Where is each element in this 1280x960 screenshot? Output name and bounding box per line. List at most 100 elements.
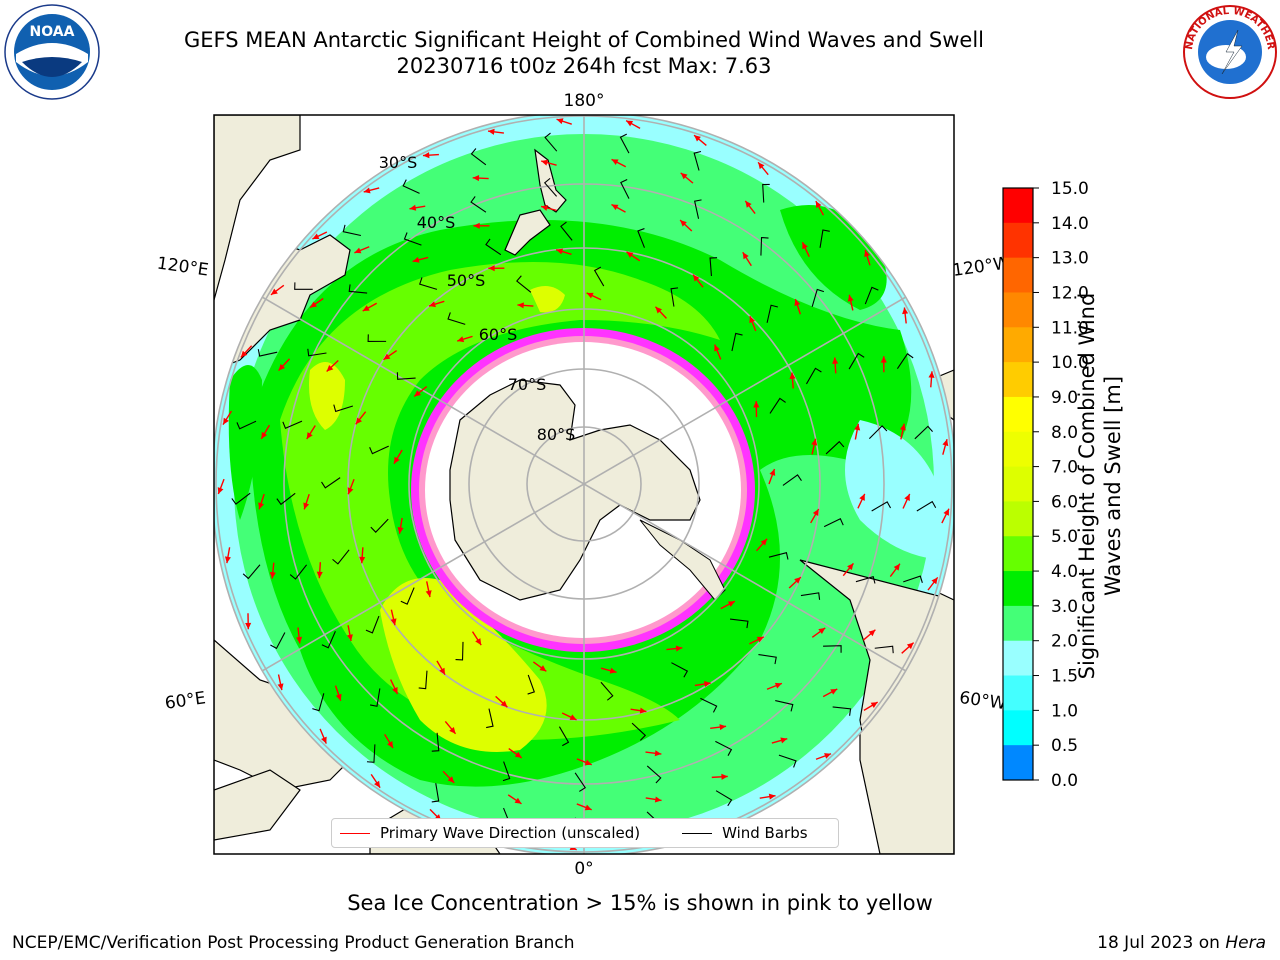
footer-organization: NCEP/EMC/Verification Post Processing Pr… — [12, 933, 575, 953]
colorbar-block — [1003, 362, 1033, 398]
wave-arrow-head — [472, 175, 480, 182]
colorbar-block — [1003, 396, 1033, 433]
wind-barb — [823, 518, 844, 528]
wave-arrow-head — [258, 502, 265, 510]
colorbar-tick-label: 6.0 — [1051, 492, 1078, 512]
wave-arrow-head — [655, 306, 662, 314]
wave-arrow-head — [488, 265, 495, 272]
wave-arrow-head — [346, 634, 353, 642]
colorbar-tick-label: 14.0 — [1051, 214, 1089, 234]
wave-arrow-head — [447, 776, 455, 783]
colorbar-tick-label: 0.5 — [1051, 736, 1078, 756]
wave-arrow-head — [240, 350, 248, 358]
wave-arrow-head — [354, 247, 362, 254]
wind-barb — [574, 772, 586, 792]
wind-barb — [321, 477, 341, 489]
wave-arrow-head — [310, 301, 317, 308]
wave-arrow-head — [269, 571, 276, 579]
wind-barb — [760, 236, 769, 256]
wind-barb — [957, 443, 975, 455]
wind-barb — [348, 284, 368, 294]
wind-barb — [916, 500, 937, 512]
wind-barb — [447, 312, 466, 325]
map-subtitle: 20230716 t00z 264h fcst Max: 7.63 — [396, 54, 772, 78]
wind-barb — [365, 615, 380, 634]
wind-barb — [370, 688, 381, 707]
sea-ice-note: Sea Ice Concentration > 15% is shown in … — [347, 891, 933, 915]
wave-arrow-head — [847, 294, 854, 302]
wave-arrow-head — [902, 307, 909, 315]
wave-arrow-head — [794, 299, 801, 306]
wave-arrow-head — [768, 793, 776, 800]
wave-arrow-head — [680, 172, 688, 180]
wave-arrow-head — [514, 751, 522, 758]
lat-label-80s: 80°S — [537, 425, 576, 444]
wave-arrows — [217, 118, 950, 851]
wave-arrow-head — [363, 187, 371, 194]
wind-barb — [778, 754, 797, 768]
lat-label-60s: 60°S — [479, 325, 518, 344]
wave-arrow-head — [904, 493, 910, 501]
colorbar-tick-label: 3.0 — [1051, 597, 1078, 617]
map-title: GEFS MEAN Antarctic Significant Height o… — [183, 28, 985, 52]
wind-barb — [276, 492, 296, 506]
wind-barb — [470, 196, 487, 213]
wave-arrow-head — [326, 364, 334, 372]
legend-black-line-icon — [682, 832, 713, 834]
wave-arrow-head — [422, 152, 430, 159]
wave-arrow-head — [409, 204, 417, 211]
colorbar-tick-label: 7.0 — [1051, 458, 1078, 478]
legend-wind-barbs: Wind Barbs — [674, 824, 808, 842]
noaa-text: NOAA — [30, 24, 75, 40]
wave-arrow-head — [449, 727, 456, 734]
wave-arrow-head — [654, 796, 662, 803]
wind-barb — [312, 693, 325, 712]
wave-arrow-head — [390, 618, 397, 626]
wind-barb — [823, 645, 842, 653]
wind-barb — [715, 790, 733, 807]
wave-arrow-head — [931, 577, 938, 585]
colorbar-tick-label: 1.0 — [1051, 701, 1078, 721]
colorbar-block — [1003, 431, 1033, 468]
wind-barb — [560, 857, 570, 876]
wave-arrow-head — [832, 357, 839, 364]
wind-barb — [192, 478, 211, 488]
graticule — [215, 115, 953, 854]
lon-label-0: 0° — [574, 859, 593, 879]
legend: Primary Wave Direction (unscaled) Wind B… — [331, 818, 839, 848]
wave-arrow-head — [296, 636, 303, 644]
wave-arrow-head — [387, 741, 393, 748]
wind-barb — [400, 587, 415, 605]
wind-barb — [294, 282, 313, 290]
wave-arrow-head — [854, 423, 861, 431]
wind-barb — [903, 575, 923, 583]
wave-arrow-head — [414, 390, 421, 397]
colorbar-label: Significant Height of Combined Wind Wave… — [1075, 292, 1125, 680]
colorbar-tick-label: 0.0 — [1051, 771, 1078, 790]
wave-arrow-head — [393, 456, 400, 464]
wave-arrow-head — [611, 159, 619, 165]
wind-barb — [543, 177, 558, 197]
colorbar-block — [1003, 571, 1033, 607]
wave-arrow-head — [639, 707, 647, 714]
colorbar-block — [1003, 536, 1033, 572]
wave-arrow-head — [303, 502, 310, 510]
wind-barb — [646, 765, 662, 784]
footer-date-text: 18 Jul 2023 on — [1097, 933, 1226, 953]
wind-barb — [819, 229, 830, 248]
colorbar-block — [1003, 605, 1033, 642]
wave-arrow-head — [335, 693, 342, 701]
wave-arrow-head — [693, 274, 700, 282]
colorbar-tick-label: 9.0 — [1051, 388, 1078, 408]
wave-arrow-head — [609, 667, 617, 674]
wave-arrow-head — [745, 200, 752, 208]
wave-arrow-head — [626, 120, 634, 127]
wave-arrow-head — [312, 233, 320, 239]
lon-label-120e: 120°E — [156, 254, 210, 281]
wind-barb — [419, 277, 438, 290]
wind-barb — [731, 332, 743, 352]
wave-arrow-head — [802, 242, 808, 250]
wave-arrow-head — [347, 487, 354, 495]
wave-arrow-head — [899, 423, 906, 431]
colorbar-block — [1003, 292, 1033, 328]
